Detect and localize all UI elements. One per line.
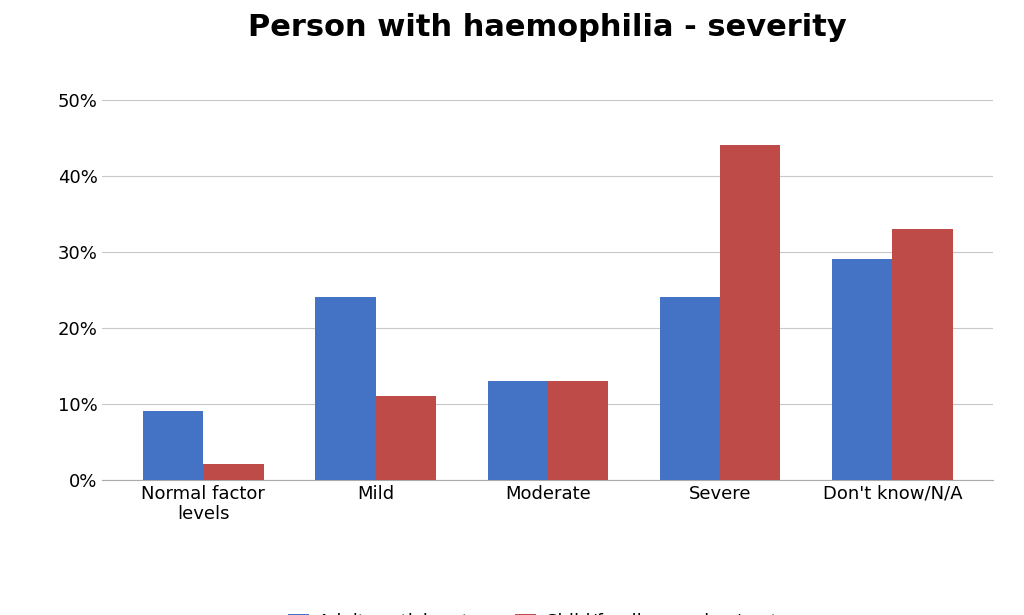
- Bar: [893, 229, 952, 480]
- Bar: [143, 411, 203, 480]
- Bar: [659, 297, 720, 480]
- Bar: [203, 464, 263, 480]
- Bar: [315, 297, 376, 480]
- Title: Person with haemophilia - severity: Person with haemophilia - severity: [249, 14, 847, 42]
- Bar: [548, 381, 608, 480]
- Bar: [376, 396, 436, 480]
- Bar: [833, 259, 893, 480]
- Bar: [487, 381, 548, 480]
- Bar: [720, 145, 780, 480]
- Legend: Adult participants, Child/family member/partner: Adult participants, Child/family member/…: [281, 606, 815, 615]
